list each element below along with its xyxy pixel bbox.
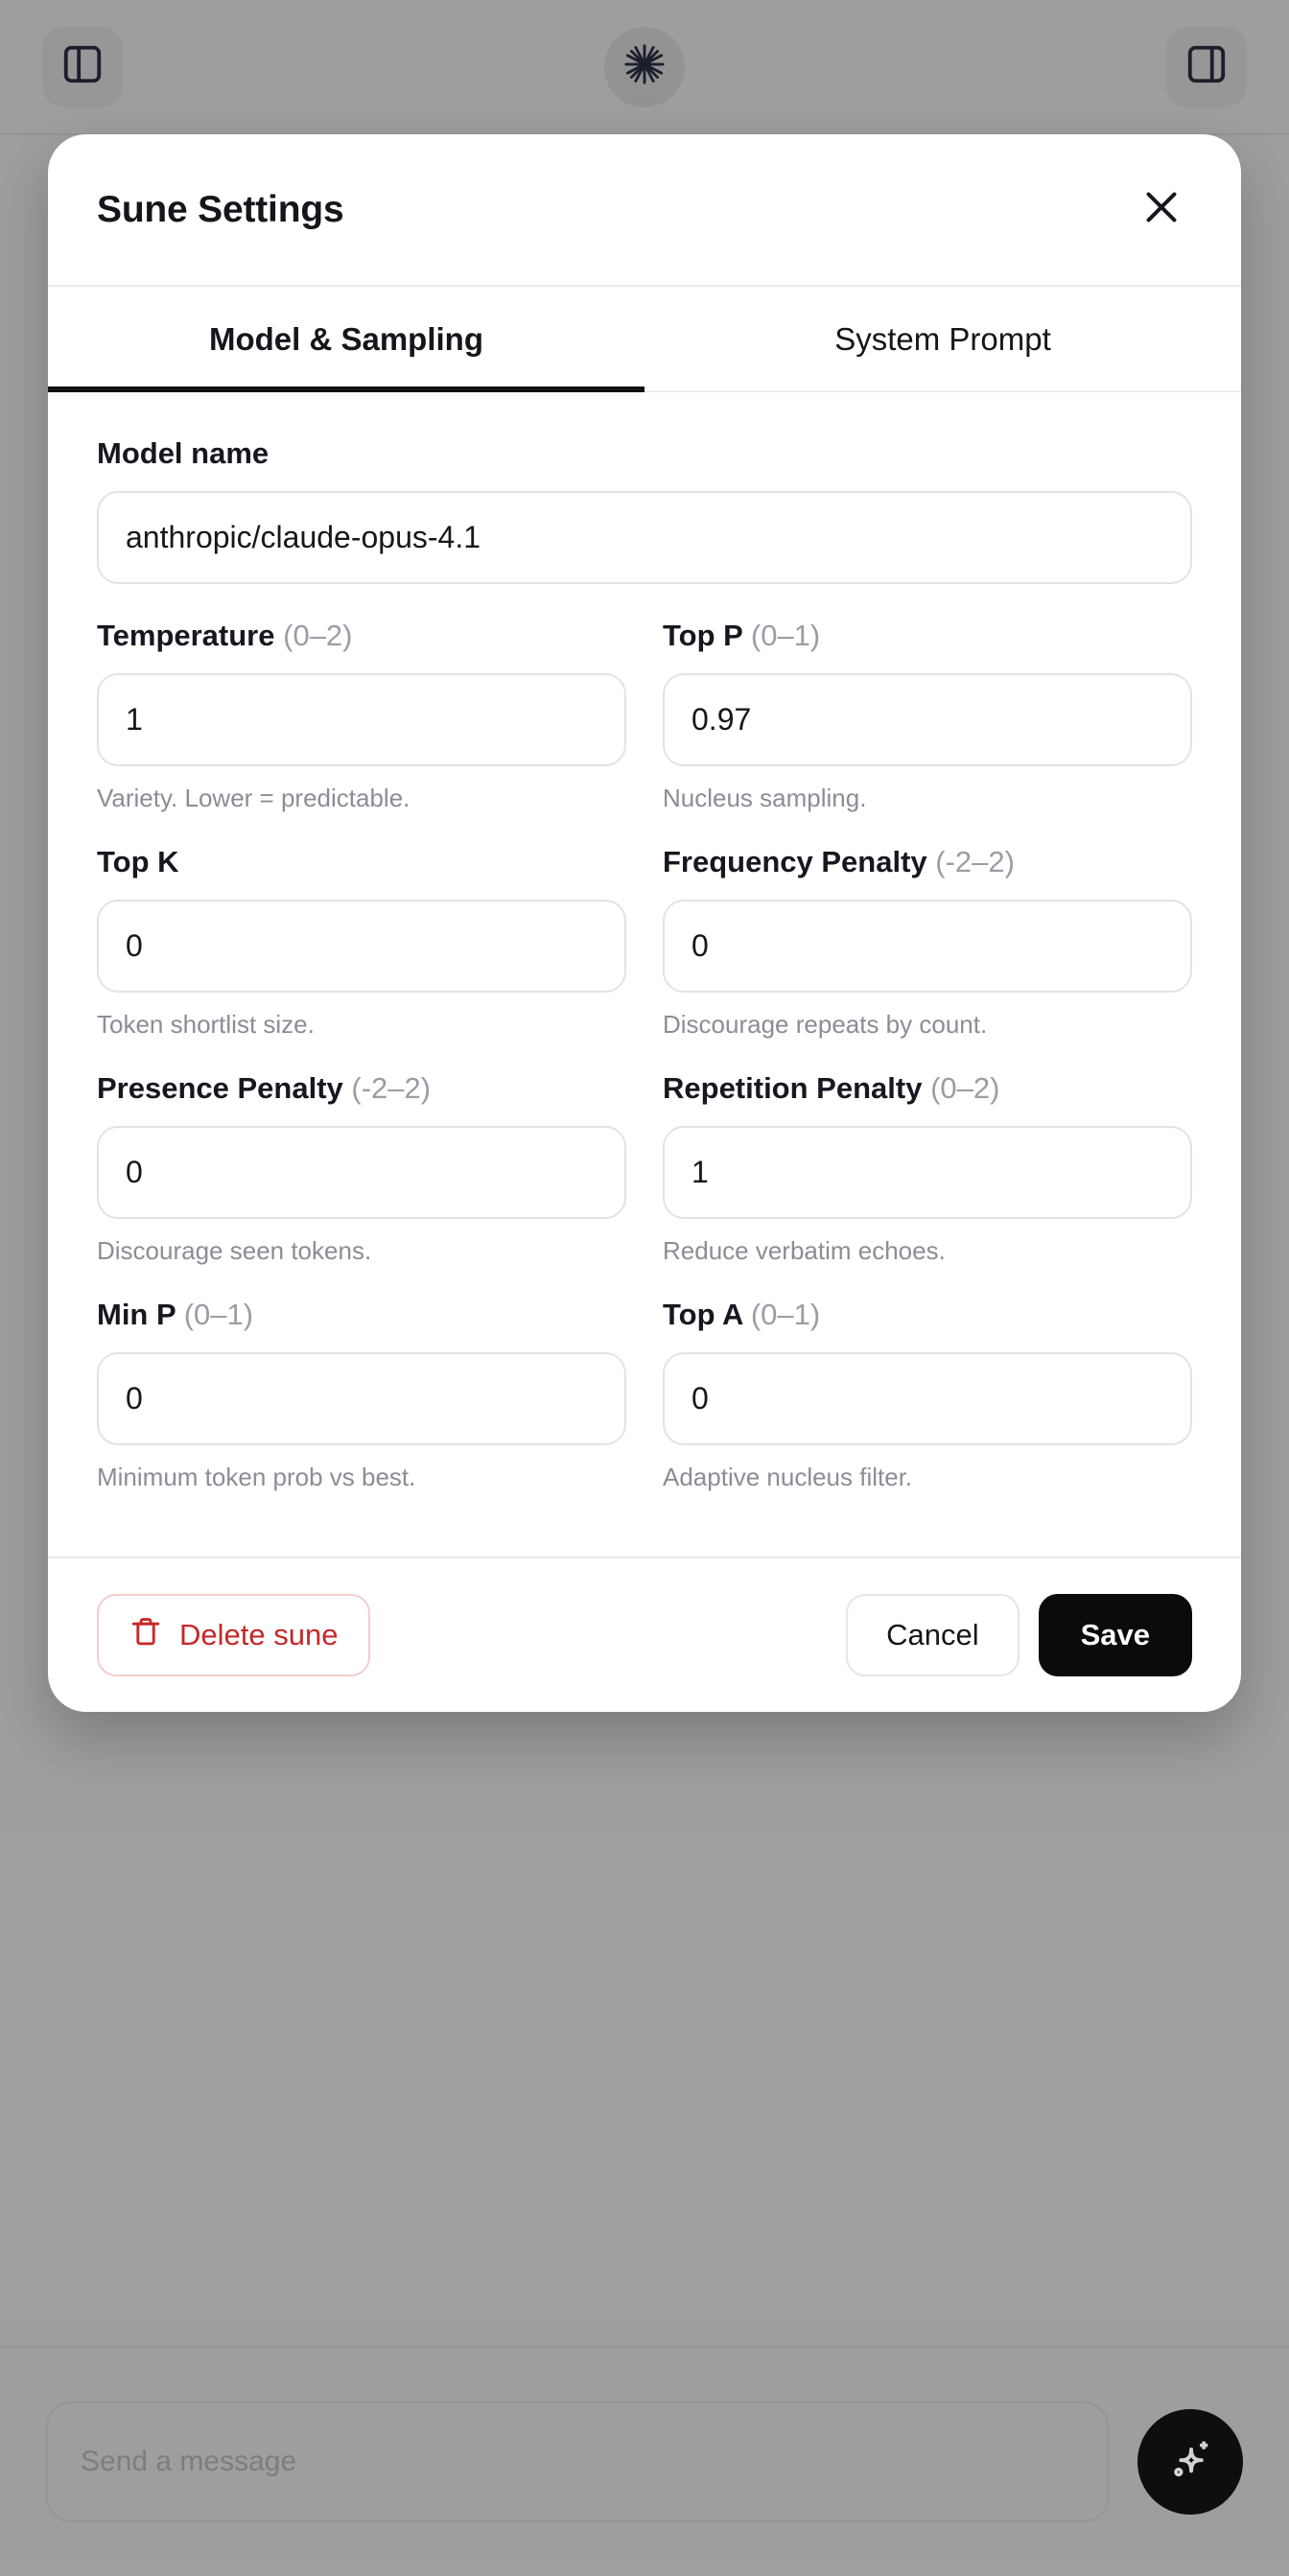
model-name-label: Model name [97,436,270,470]
param-range: (0–2) [283,619,353,652]
param-label: Min P (0–1) [97,1298,626,1332]
param-label-text: Min P [97,1298,176,1331]
param-label: Top A (0–1) [663,1298,1192,1332]
param-input[interactable]: 0 [663,1352,1192,1445]
param-top-p: Top P (0–1) 0.97 Nucleus sampling. [663,619,1192,813]
close-button[interactable] [1131,179,1192,241]
sparkle-plus-icon [1164,2434,1216,2491]
param-label-text: Frequency Penalty [663,845,927,878]
right-panel-toggle-icon [1184,42,1229,91]
cancel-label: Cancel [886,1618,979,1651]
param-top-a: Top A (0–1) 0 Adaptive nucleus filter. [663,1298,1192,1492]
tab-label: System Prompt [834,321,1051,357]
param-value: 0.97 [691,702,752,737]
param-hint: Variety. Lower = predictable. [97,784,410,812]
save-label: Save [1080,1618,1150,1651]
param-frequency-penalty: Frequency Penalty (-2–2) 0 Discourage re… [663,845,1192,1040]
param-label-text: Top P [663,619,743,652]
param-input[interactable]: 0 [97,900,626,993]
param-value: 0 [126,1155,143,1189]
param-label: Repetition Penalty (0–2) [663,1071,1192,1106]
param-input[interactable]: 0.97 [663,673,1192,766]
param-hint: Minimum token prob vs best. [97,1463,416,1491]
tab-model-and-sampling[interactable]: Model & Sampling [48,287,644,392]
param-value: 1 [691,1155,709,1189]
modal-body: Model name anthropic/claude-opus-4.1 Tem… [48,392,1241,1558]
param-input[interactable]: 0 [97,1126,626,1219]
right-panel-toggle-button[interactable] [1166,26,1247,107]
param-label-text: Repetition Penalty [663,1071,923,1105]
param-label-text: Top K [97,845,179,878]
param-range: (0–1) [183,1298,254,1331]
param-label-text: Top A [663,1298,743,1331]
param-hint: Token shortlist size. [97,1010,315,1039]
param-range: (-2–2) [935,845,1015,878]
param-temperature: Temperature (0–2) 1 Variety. Lower = pre… [97,619,626,813]
param-min-p: Min P (0–1) 0 Minimum token prob vs best… [97,1298,626,1492]
message-composer: Send a message [0,2346,1289,2576]
param-hint: Adaptive nucleus filter. [663,1463,913,1491]
param-label-text: Temperature [97,619,275,652]
message-input-placeholder: Send a message [81,2446,297,2477]
delete-sune-label: Delete sune [179,1618,339,1651]
param-value: 1 [126,702,143,737]
trash-icon [129,1615,162,1655]
param-range: (-2–2) [351,1071,432,1105]
close-icon [1139,185,1184,234]
param-label: Top K [97,845,626,879]
param-hint: Reduce verbatim echoes. [663,1236,946,1265]
sune-settings-modal: Sune Settings Model & Sampling System Pr… [48,134,1241,1712]
param-top-k: Top K 0 Token shortlist size. [97,845,626,1040]
param-label-text: Presence Penalty [97,1071,343,1105]
param-input[interactable]: 0 [663,900,1192,993]
param-hint: Discourage seen tokens. [97,1236,372,1265]
param-value: 0 [126,928,143,963]
param-repetition-penalty: Repetition Penalty (0–2) 1 Reduce verbat… [663,1071,1192,1266]
message-input[interactable]: Send a message [46,2401,1109,2522]
param-input[interactable]: 1 [663,1126,1192,1219]
param-input[interactable]: 1 [97,673,626,766]
param-input[interactable]: 0 [97,1352,626,1445]
param-label: Presence Penalty (-2–2) [97,1071,626,1106]
model-name-value: anthropic/claude-opus-4.1 [126,520,481,554]
left-panel-toggle-icon [60,42,105,91]
param-label: Frequency Penalty (-2–2) [663,845,1192,879]
param-value: 0 [691,928,709,963]
param-presence-penalty: Presence Penalty (-2–2) 0 Discourage see… [97,1071,626,1266]
footer-actions: Cancel Save [846,1594,1192,1676]
param-hint: Discourage repeats by count. [663,1010,988,1039]
modal-tabs: Model & Sampling System Prompt [48,287,1241,392]
model-name-input[interactable]: anthropic/claude-opus-4.1 [97,491,1192,584]
param-value: 0 [691,1381,709,1416]
param-label: Temperature (0–2) [97,619,626,653]
param-label: Top P (0–1) [663,619,1192,653]
tab-label: Model & Sampling [208,321,483,357]
delete-sune-button[interactable]: Delete sune [97,1594,371,1676]
send-message-button[interactable] [1137,2409,1243,2515]
param-hint: Nucleus sampling. [663,784,867,812]
left-panel-toggle-button[interactable] [42,26,123,107]
modal-header: Sune Settings [48,134,1241,287]
asterisk-burst-icon [622,42,667,91]
cancel-button[interactable]: Cancel [846,1594,1019,1676]
param-range: (0–2) [930,1071,1000,1105]
sampling-parameters-grid: Temperature (0–2) 1 Variety. Lower = pre… [97,619,1192,1524]
tab-system-prompt[interactable]: System Prompt [644,287,1241,390]
save-button[interactable]: Save [1038,1594,1192,1676]
param-value: 0 [126,1381,143,1416]
param-range: (0–1) [750,1298,821,1331]
page-title: Sune Settings [97,188,344,230]
brand-logo-button[interactable] [604,26,685,107]
modal-footer: Delete sune Cancel Save [48,1558,1241,1712]
model-name-field-group: Model name anthropic/claude-opus-4.1 [97,436,1192,584]
param-range: (0–1) [750,619,821,652]
